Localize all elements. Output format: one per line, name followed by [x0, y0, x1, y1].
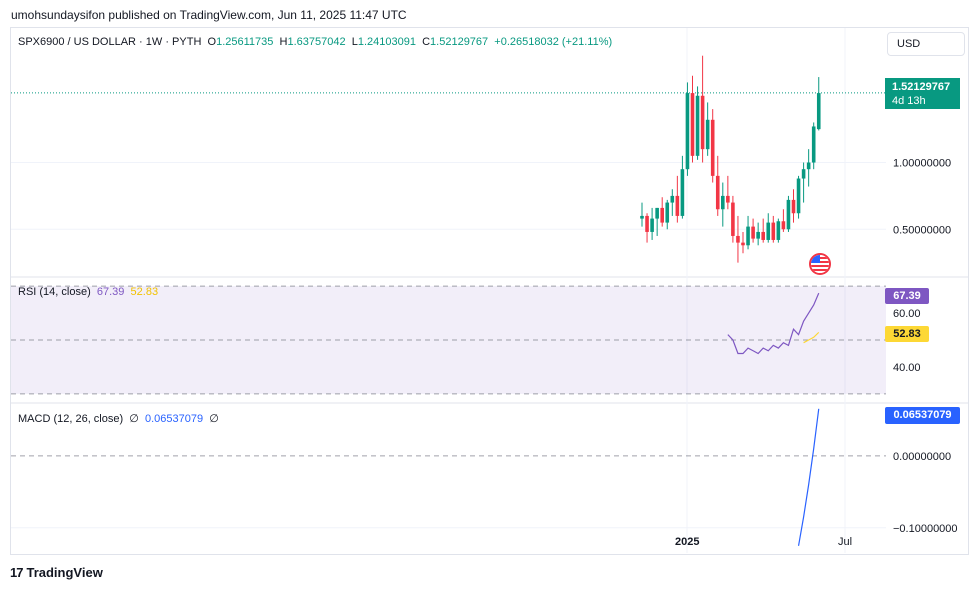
- tradingview-logo-icon: 17: [10, 565, 24, 580]
- candle-body: [640, 215, 644, 219]
- change-value: +0.26518032 (+21.11%): [494, 36, 613, 48]
- candle-body: [726, 195, 730, 203]
- rsi-band-fill: [11, 286, 886, 394]
- rsi-ma-value-tag: 52.83: [885, 326, 929, 342]
- high-label: H: [279, 36, 288, 48]
- candle-body: [705, 119, 710, 150]
- tradingview-logo-text: TradingView: [26, 565, 103, 580]
- last-price-value: 1.52129767: [892, 81, 951, 93]
- rsi-value-tag: 67.39: [885, 288, 929, 304]
- candle-body: [660, 207, 664, 223]
- candle-body: [746, 226, 750, 246]
- macd-empty-icon: ∅: [129, 413, 139, 425]
- candle-body: [786, 199, 791, 230]
- candle-body: [741, 242, 745, 246]
- candle-body: [645, 215, 649, 232]
- candle-body: [776, 221, 781, 240]
- candle-body: [715, 175, 720, 210]
- rsi-axis-tick: 60.00: [893, 308, 921, 320]
- high-value: 1.63757042: [287, 36, 346, 48]
- candle-body: [665, 202, 670, 223]
- currency-button[interactable]: USD: [887, 32, 965, 56]
- candle-body: [751, 226, 755, 239]
- macd-legend-value: 0.06537079: [145, 413, 204, 425]
- candle-body: [756, 231, 760, 239]
- candle-body: [791, 199, 796, 214]
- low-value: 1.24103091: [357, 36, 416, 48]
- close-label: C: [422, 36, 431, 48]
- symbol-title[interactable]: SPX6900 / US DOLLAR · 1W · PYTH: [18, 36, 202, 48]
- macd-axis-tick: 0.00000000: [893, 451, 951, 463]
- open-value: 1.25611735: [216, 36, 274, 48]
- rsi-line: [727, 292, 820, 355]
- candle-body: [801, 169, 806, 179]
- candle-body: [761, 231, 765, 240]
- candle-body: [650, 218, 654, 232]
- open-label: O: [207, 36, 217, 48]
- price-axis-tick: 1.00000000: [893, 158, 951, 170]
- rsi-legend: RSI (14, close) 67.39 52.83: [18, 286, 158, 298]
- rsi-ma-line: [803, 331, 820, 344]
- candle-body: [695, 95, 700, 156]
- chart-frame[interactable]: 1.00000000 0.50000000 60.00 40.00 0.00000000…: [10, 27, 969, 555]
- bar-countdown: 4d 13h: [892, 95, 926, 107]
- macd-value-tag: 0.06537079: [885, 407, 960, 424]
- rsi-legend-value: 67.39: [96, 286, 125, 298]
- ohlc-legend: SPX6900 / US DOLLAR · 1W · PYTH O1.25611…: [18, 36, 612, 48]
- close-value: 1.52129767: [430, 36, 489, 48]
- candle-body: [811, 126, 816, 163]
- tradingview-logo[interactable]: 17 TradingView: [10, 565, 103, 580]
- candle-body: [771, 222, 776, 240]
- macd-legend: MACD (12, 26, close) ∅ 0.06537079 ∅: [18, 412, 219, 425]
- candle-body: [655, 207, 659, 219]
- candle-body: [700, 95, 705, 150]
- x-axis-tick: Jul: [838, 536, 852, 548]
- candle-body: [806, 162, 811, 170]
- macd-empty-icon-2: ∅: [209, 413, 219, 425]
- candle-body: [766, 222, 771, 240]
- candle-body: [796, 178, 801, 214]
- candle-body: [675, 195, 680, 216]
- candle-body: [816, 93, 821, 130]
- last-price-tag: 1.52129767 4d 13h: [885, 78, 960, 109]
- rsi-ma-legend-value: 52.83: [130, 286, 159, 298]
- macd-axis-tick: −0.10000000: [893, 523, 958, 535]
- rsi-title[interactable]: RSI (14, close): [18, 286, 91, 298]
- price-axis-tick: 0.50000000: [893, 224, 951, 236]
- candle-body: [680, 169, 685, 216]
- macd-line: [797, 408, 820, 546]
- candle-body: [670, 195, 675, 203]
- candle-body: [721, 195, 725, 210]
- candle-body: [781, 221, 786, 230]
- us-flag-icon[interactable]: [809, 253, 831, 275]
- candle-body: [685, 93, 690, 170]
- x-axis-tick: 2025: [675, 536, 699, 548]
- candle-body: [690, 93, 695, 156]
- candle-body: [731, 202, 735, 236]
- candle-body: [710, 119, 715, 176]
- low-label: L: [351, 36, 358, 48]
- macd-title[interactable]: MACD (12, 26, close): [18, 413, 124, 425]
- publisher-caption: umohsundaysifon published on TradingView…: [11, 8, 407, 22]
- candle-body: [736, 235, 740, 243]
- rsi-axis-tick: 40.00: [893, 362, 921, 374]
- chart-canvas[interactable]: 1.00000000 0.50000000 60.00 40.00 0.00000000…: [11, 28, 968, 554]
